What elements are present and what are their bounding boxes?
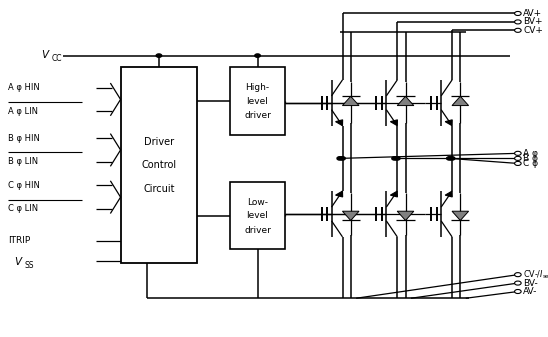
Text: $V$: $V$ xyxy=(41,48,51,60)
Text: B φ: B φ xyxy=(523,154,538,163)
Circle shape xyxy=(392,157,397,160)
Bar xyxy=(230,182,285,249)
Polygon shape xyxy=(335,191,342,197)
Text: C φ LIN: C φ LIN xyxy=(8,205,38,213)
Polygon shape xyxy=(390,191,397,197)
Text: High-: High- xyxy=(246,83,270,92)
Text: A φ LIN: A φ LIN xyxy=(8,107,38,116)
Text: B φ LIN: B φ LIN xyxy=(8,157,38,166)
Text: BV+: BV+ xyxy=(523,18,543,26)
Circle shape xyxy=(515,20,521,24)
Text: AV+: AV+ xyxy=(523,9,543,18)
Circle shape xyxy=(447,157,452,160)
Polygon shape xyxy=(342,211,359,220)
Circle shape xyxy=(515,156,521,160)
Bar xyxy=(121,67,197,263)
Text: ITRIP: ITRIP xyxy=(8,237,31,245)
Polygon shape xyxy=(397,211,414,220)
Text: C φ: C φ xyxy=(523,159,539,168)
Text: level: level xyxy=(247,97,269,105)
Circle shape xyxy=(515,161,521,165)
Text: Circuit: Circuit xyxy=(143,184,175,193)
Circle shape xyxy=(515,11,521,16)
Polygon shape xyxy=(335,120,342,126)
Polygon shape xyxy=(445,120,452,126)
Circle shape xyxy=(156,54,162,57)
Text: Low-: Low- xyxy=(247,198,268,207)
Circle shape xyxy=(515,273,521,277)
Polygon shape xyxy=(452,211,469,220)
Polygon shape xyxy=(390,120,397,126)
Text: B φ HIN: B φ HIN xyxy=(8,134,40,143)
Text: AV-: AV- xyxy=(523,287,538,296)
Polygon shape xyxy=(397,96,414,105)
Text: C φ HIN: C φ HIN xyxy=(8,181,40,190)
Text: CV-/$I_{\rm sense}$: CV-/$I_{\rm sense}$ xyxy=(523,268,548,281)
Circle shape xyxy=(340,157,345,160)
Text: A φ: A φ xyxy=(523,149,538,158)
Text: Driver: Driver xyxy=(144,137,174,147)
Polygon shape xyxy=(342,96,359,105)
Polygon shape xyxy=(445,191,452,197)
Text: SS: SS xyxy=(25,261,34,270)
Text: level: level xyxy=(247,211,269,220)
Text: CV+: CV+ xyxy=(523,26,543,35)
Text: Control: Control xyxy=(141,160,176,170)
Bar xyxy=(230,67,285,135)
Circle shape xyxy=(515,28,521,32)
Text: BV-: BV- xyxy=(523,279,538,287)
Circle shape xyxy=(515,289,521,294)
Text: driver: driver xyxy=(244,112,271,120)
Circle shape xyxy=(395,157,400,160)
Text: driver: driver xyxy=(244,226,271,235)
Text: $V$: $V$ xyxy=(14,255,24,267)
Circle shape xyxy=(449,157,455,160)
Circle shape xyxy=(337,157,342,160)
Circle shape xyxy=(515,151,521,155)
Text: A φ HIN: A φ HIN xyxy=(8,83,40,92)
Circle shape xyxy=(515,281,521,285)
Text: CC: CC xyxy=(52,55,62,63)
Circle shape xyxy=(255,54,260,57)
Polygon shape xyxy=(452,96,469,105)
